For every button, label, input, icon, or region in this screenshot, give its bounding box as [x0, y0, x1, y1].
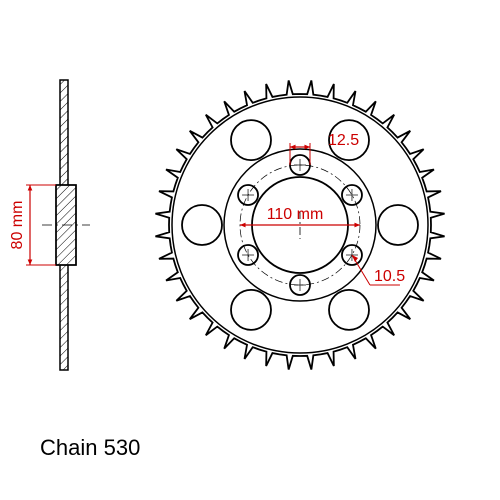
- dim-110-label: 110 mm: [267, 206, 324, 223]
- dim-80-label: 80 mm: [9, 201, 26, 250]
- side-view: [42, 80, 90, 370]
- weight-hole: [182, 205, 222, 245]
- dim-12-5-label: 12.5: [328, 132, 359, 149]
- weight-hole: [329, 290, 369, 330]
- weight-hole: [231, 290, 271, 330]
- dim-10-5-label: 10.5: [374, 268, 405, 285]
- chain-label: Chain 530: [40, 435, 140, 460]
- weight-hole: [231, 120, 271, 160]
- weight-hole: [378, 205, 418, 245]
